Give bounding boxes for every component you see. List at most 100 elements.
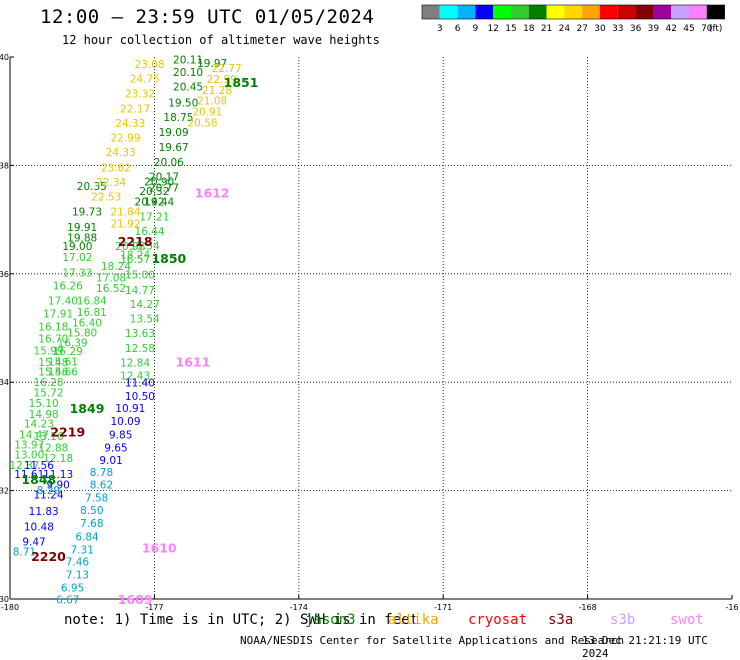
wave-height-value: 11.40 [125,378,155,390]
wave-height-value: 18.75 [163,112,193,124]
mission-legend-cryosat: cryosat [468,612,528,628]
wave-height-value: 11.61 [14,469,44,481]
wave-height-value: 19.91 [67,222,97,234]
y-tick-label: 32 [0,487,9,496]
colorbar-swatch [511,5,529,19]
colorbar-label: 6 [455,24,461,34]
wave-height-value: 13.97 [14,439,44,451]
colorbar-frame [421,4,725,20]
chart-grid [10,57,732,599]
wave-height-value: 20.06 [154,157,184,169]
wave-height-value: 8.29 [37,485,60,497]
pass-labels: 1851 1612 2218 1850 1611 1849 2219 1848 1610 2220… [21,75,258,607]
wave-height-value: 22.53 [91,192,121,204]
colorbar-swatch [706,5,725,19]
wave-height-value: 13.16 [33,431,63,443]
wave-height-value: 22.77 [212,63,242,75]
wave-height-value: 15.10 [29,398,59,410]
wave-height-value: 19.67 [159,142,189,154]
wave-height-value: 17.91 [43,309,73,321]
wave-height-value: 15.46 [38,367,68,379]
wave-height-value: 20.91 [192,107,222,119]
colorbar: 3 6 9 12 15 18 21 24 27 30 33 36 39 42 45 70(ft) [421,4,725,34]
wave-height-value: 20.35 [77,181,107,193]
wave-height-value: 14.27 [130,299,160,311]
wave-height-value: 20.11 [173,55,203,67]
wave-height-value: 20.42 [135,197,165,209]
wave-height-value: 23.08 [135,59,165,71]
colorbar-label: 3 [437,24,443,34]
colorbar-label: 42 [665,24,676,34]
wave-height-value: 19.73 [72,206,102,218]
wave-height-value: 8.78 [90,467,113,479]
wave-height-value: 11.13 [43,469,73,481]
colorbar-swatch [600,5,618,19]
wave-height-value: 22.99 [207,74,237,86]
wave-height-value: 7.68 [80,518,103,530]
wave-height-value: 16.52 [96,283,126,295]
wave-height-value: 23.32 [125,89,155,101]
wave-height-value: 19.50 [168,97,198,109]
wave-height-value: 24.33 [106,147,136,159]
wave-height-value: 16.70 [38,334,68,346]
pass-number-label: 2218 [118,234,153,249]
wave-height-value: 9.47 [22,536,45,548]
wave-height-value: 22.34 [96,177,126,189]
wave-height-value: 15.80 [67,328,97,340]
wave-height-value: 13.00 [14,450,44,462]
wave-height-value: 16.84 [77,296,107,308]
colorbar-label: 30 [594,24,606,34]
wave-height-value: 24.75 [130,73,160,85]
wave-height-value: 21.08 [197,96,227,108]
pass-number-label: 1851 [224,75,259,90]
colorbar-label: 12 [487,24,498,34]
wave-height-value: 12.88 [38,443,68,455]
colorbar-label: 33 [612,24,623,34]
wave-height-value: 17.33 [62,268,92,280]
y-tick-label: 30 [0,595,9,604]
colorbar-label: 27 [576,24,587,34]
wave-height-value: 19.88 [67,232,97,244]
wave-height-value: 16.26 [53,281,83,293]
wave-height-value: 12.37 [9,460,39,472]
pass-number-label: 1609 [118,592,153,607]
wave-height-value: 15.00 [125,270,155,282]
x-tick-label: -174 [290,603,308,612]
wave-height-value: 15.54 [130,240,160,252]
mission-legend-swot: swot [670,612,704,628]
pass-number-label: 2219 [50,424,85,439]
x-tick-label: -168 [579,603,597,612]
wave-height-value: 15.48 [38,357,68,369]
wave-height-value: 14.98 [29,409,59,421]
colorbar-label: 21 [541,24,552,34]
colorbar-swatch [422,5,440,19]
wave-height-value: 16.57 [120,254,150,266]
wave-height-value: 21.92 [110,219,140,231]
x-tick-label: -177 [145,603,163,612]
wave-height-value: 24.33 [115,118,145,130]
colorbar-swatch [493,5,511,19]
wave-height-value: 11.56 [24,460,54,472]
wave-height-value: 16.81 [77,307,107,319]
wave-height-value: 19.97 [197,58,227,70]
wave-height-value: 14.77 [125,285,155,297]
wave-height-value: 17.02 [62,252,92,264]
chart-axes: -180 -177 -174 -171 -168 -16 30 32 34 36 38 40 [0,53,739,612]
wave-height-value: 8.62 [90,479,113,491]
wave-height-value: 7.46 [66,556,90,568]
colorbar-label: 39 [648,24,660,34]
wave-height-value: 11.83 [29,506,59,518]
wave-height-value: 16.29 [53,346,83,358]
wave-height-value: 20.77 [149,182,179,194]
wave-height-value: 12.84 [120,357,150,369]
colorbar-swatch [457,5,476,19]
wave-height-value: 8.71 [13,547,36,559]
wave-height-value: 10.50 [125,391,155,403]
wave-height-value: 16.44 [135,226,165,238]
wave-height-value: 17.40 [48,296,78,308]
wave-height-value: 8.50 [80,505,103,517]
wave-height-value: 15.99 [33,346,63,358]
pass-number-label: 1849 [70,401,105,416]
colorbar-label: 45 [683,24,694,34]
